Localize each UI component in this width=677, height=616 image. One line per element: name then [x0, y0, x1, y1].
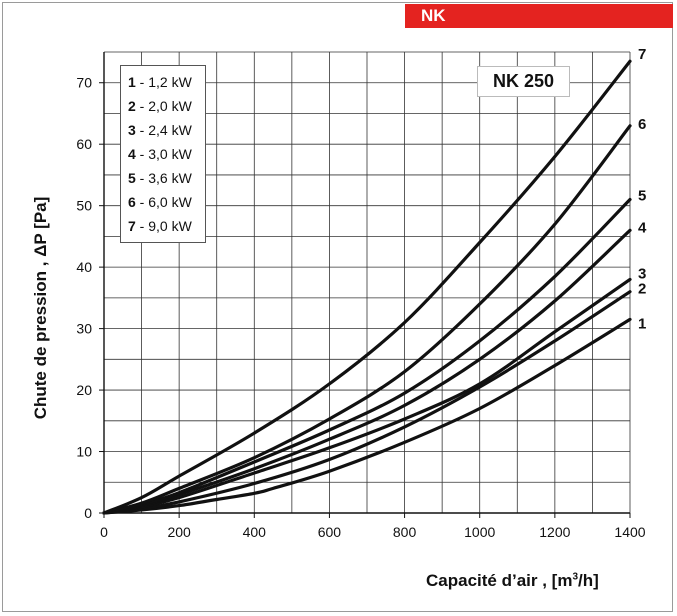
legend-item-3: 3 - 2,4 kW	[128, 118, 205, 142]
legend-series-power: - 2,4 kW	[135, 122, 192, 138]
legend-series-power: - 3,6 kW	[135, 170, 192, 186]
x-tick-label: 1400	[614, 524, 645, 540]
y-tick-label: 0	[84, 505, 92, 521]
legend-series-power: - 2,0 kW	[135, 98, 192, 114]
x-axis-unit: [m3/h]	[551, 571, 599, 590]
chart-title: NK 250	[477, 66, 570, 97]
banner-label: NK	[421, 6, 446, 25]
y-tick-label: 20	[76, 382, 92, 398]
series-curves	[102, 59, 632, 515]
legend-item-5: 5 - 3,6 kW	[128, 166, 205, 190]
legend-series-number: 5	[128, 170, 136, 186]
legend-series-power: - 6,0 kW	[135, 194, 192, 210]
axes	[99, 52, 631, 518]
series-curve-1	[102, 317, 632, 515]
y-tick-label: 10	[76, 444, 92, 460]
series-curve-2	[102, 290, 632, 515]
legend-series-number: 6	[128, 194, 136, 210]
y-tick-label: 30	[76, 321, 92, 337]
y-tick-label: 70	[76, 75, 92, 91]
legend-series-number: 1	[128, 74, 136, 90]
legend-item-6: 6 - 6,0 kW	[128, 190, 205, 214]
series-end-label-1: 1	[638, 315, 646, 332]
y-tick-label: 40	[76, 259, 92, 275]
x-axis-label-text: Capacité d’air	[426, 571, 538, 590]
legend: 1 - 1,2 kW 2 - 2,0 kW 3 - 2,4 kW 4 - 3,0 kW…	[120, 65, 206, 243]
legend-series-number: 3	[128, 122, 136, 138]
legend-series-power: - 9,0 kW	[135, 218, 192, 234]
legend-series-power: - 1,2 kW	[135, 74, 192, 90]
series-curve-3	[102, 277, 632, 515]
series-end-label-5: 5	[638, 188, 646, 205]
x-tick-label: 0	[100, 524, 108, 540]
series-end-label-7: 7	[638, 46, 646, 63]
legend-item-7: 7 - 9,0 kW	[128, 214, 205, 238]
legend-item-1: 1 - 1,2 kW	[128, 70, 205, 94]
x-tick-label: 800	[393, 524, 417, 540]
legend-series-number: 2	[128, 98, 136, 114]
y-axis-label: Chute de pression , ΔP [Pa]	[31, 197, 50, 420]
product-banner: NK	[405, 4, 673, 28]
series-end-label-2: 2	[638, 281, 646, 298]
series-end-label-4: 4	[638, 219, 647, 236]
x-tick-label: 1200	[539, 524, 570, 540]
legend-series-number: 4	[128, 146, 136, 162]
y-tick-label: 50	[76, 198, 92, 214]
x-tick-label: 1000	[464, 524, 495, 540]
legend-series-number: 7	[128, 218, 136, 234]
y-tick-label: 60	[76, 136, 92, 152]
legend-item-2: 2 - 2,0 kW	[128, 94, 205, 118]
x-tick-label: 400	[243, 524, 267, 540]
legend-series-power: - 3,0 kW	[135, 146, 192, 162]
legend-item-4: 4 - 3,0 kW	[128, 142, 205, 166]
tick-labels: 0 200 400 600 800 1000 1200 1400 0 10 20 30 40 50 60 70	[76, 75, 645, 540]
x-tick-label: 200	[167, 524, 191, 540]
x-tick-label: 600	[318, 524, 342, 540]
series-curve-5	[102, 197, 632, 515]
series-curve-6	[102, 124, 632, 515]
series-end-label-3: 3	[638, 265, 646, 282]
series-end-label-6: 6	[638, 116, 646, 133]
series-curve-7	[102, 59, 632, 515]
x-axis-label: Capacité d’air , [m3/h]	[426, 571, 599, 590]
